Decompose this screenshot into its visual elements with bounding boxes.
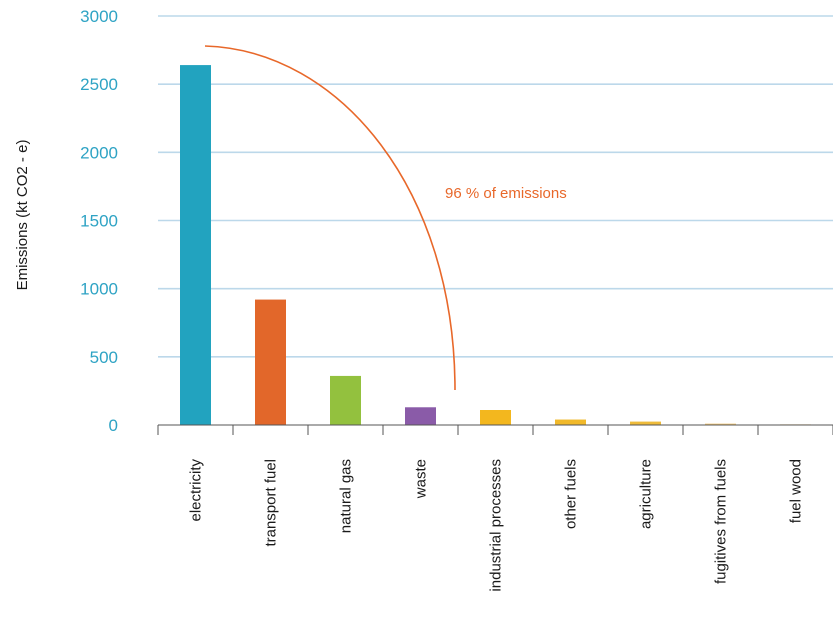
x-axis-ticks: electricity transport fuel natural gas wast… <box>157 425 833 592</box>
y-tick-label: 2500 <box>80 75 118 94</box>
y-axis-label: Emissions (kt CO2 - e) <box>14 140 31 291</box>
x-tick-label: other fuels <box>563 459 580 529</box>
y-tick-label: 0 <box>109 416 118 435</box>
y-tick-label: 500 <box>90 348 118 367</box>
bar-transport-fuel <box>255 299 286 425</box>
annotation-text: 96 % of emissions <box>445 185 567 202</box>
x-tick-label: fuel wood <box>788 459 805 523</box>
x-tick-label: electricity <box>188 459 205 522</box>
bar-electricity <box>180 65 211 425</box>
gridlines <box>158 15 833 358</box>
bar-industrial-processes <box>480 410 511 425</box>
x-tick-label: agriculture <box>638 459 655 529</box>
x-tick-label: transport fuel <box>263 459 280 547</box>
x-tick-label: fugitives from fuels <box>713 459 730 584</box>
y-tick-label: 1500 <box>80 212 118 231</box>
x-tick-label: industrial processes <box>488 459 505 592</box>
bars <box>180 65 811 425</box>
y-tick-label: 2000 <box>80 143 118 162</box>
y-axis-ticks: 0 500 1000 1500 2000 2500 3000 <box>80 7 118 435</box>
bar-waste <box>405 407 436 425</box>
x-tick-label: natural gas <box>338 459 355 533</box>
bar-fugitives-from-fuels <box>705 423 736 425</box>
y-tick-label: 3000 <box>80 7 118 26</box>
bar-natural-gas <box>330 375 361 425</box>
x-tick-label: waste <box>413 459 430 499</box>
bar-agriculture <box>630 421 661 425</box>
bar-other-fuels <box>555 419 586 425</box>
annotation-arc <box>204 45 456 391</box>
y-tick-label: 1000 <box>80 280 118 299</box>
